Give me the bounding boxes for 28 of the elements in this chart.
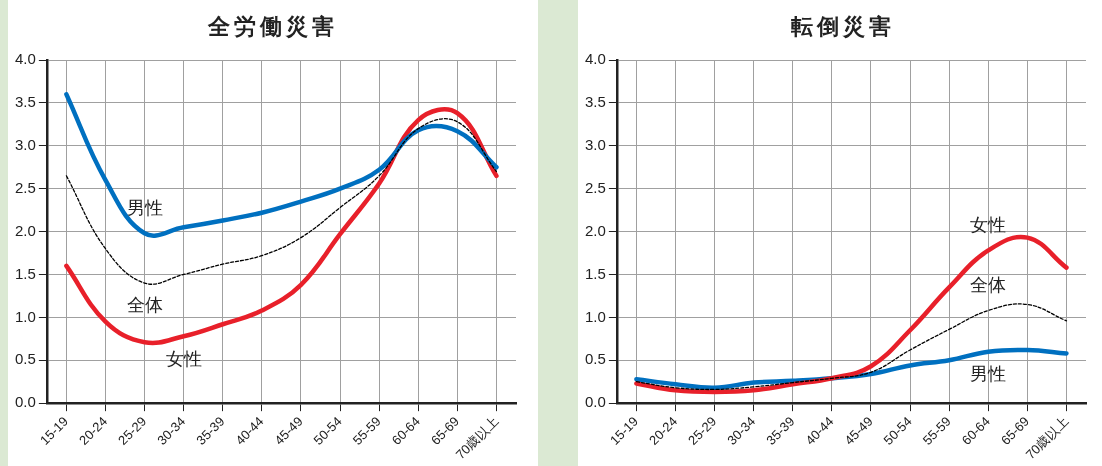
chart-title: 全労働災害 [207,13,339,41]
series-label: 男性 [126,196,163,218]
y-tick-label: 4.0 [14,50,36,68]
y-tick-label: 1.5 [584,264,606,282]
y-tick-label: 2.0 [14,221,36,239]
y-tick-label: 3.0 [14,135,36,153]
chart-title: 転倒災害 [790,13,896,41]
y-tick-label: 0.5 [584,350,606,368]
series-label: 女性 [165,347,202,369]
y-tick-label: 2.5 [584,178,606,196]
line-series [635,303,1068,391]
line-series [634,234,1069,395]
y-tick-label: 1.0 [584,307,606,325]
y-tick-label: 0.0 [584,393,606,411]
y-tick-label: 4.0 [584,50,606,68]
y-tick-label: 1.5 [14,264,36,282]
series-label: 女性 [970,214,1007,236]
y-tick-label: 0.0 [14,393,36,411]
y-tick-label: 3.5 [14,93,36,111]
series-label: 全体 [970,274,1007,296]
y-tick-label: 2.5 [14,178,36,196]
series-label: 男性 [970,363,1007,385]
y-tick-label: 0.5 [14,350,36,368]
y-tick-label: 3.0 [584,135,606,153]
y-tick-label: 2.0 [584,221,606,239]
y-tick-label: 3.5 [584,93,606,111]
y-tick-label: 1.0 [14,307,36,325]
series-label: 全体 [126,294,163,316]
